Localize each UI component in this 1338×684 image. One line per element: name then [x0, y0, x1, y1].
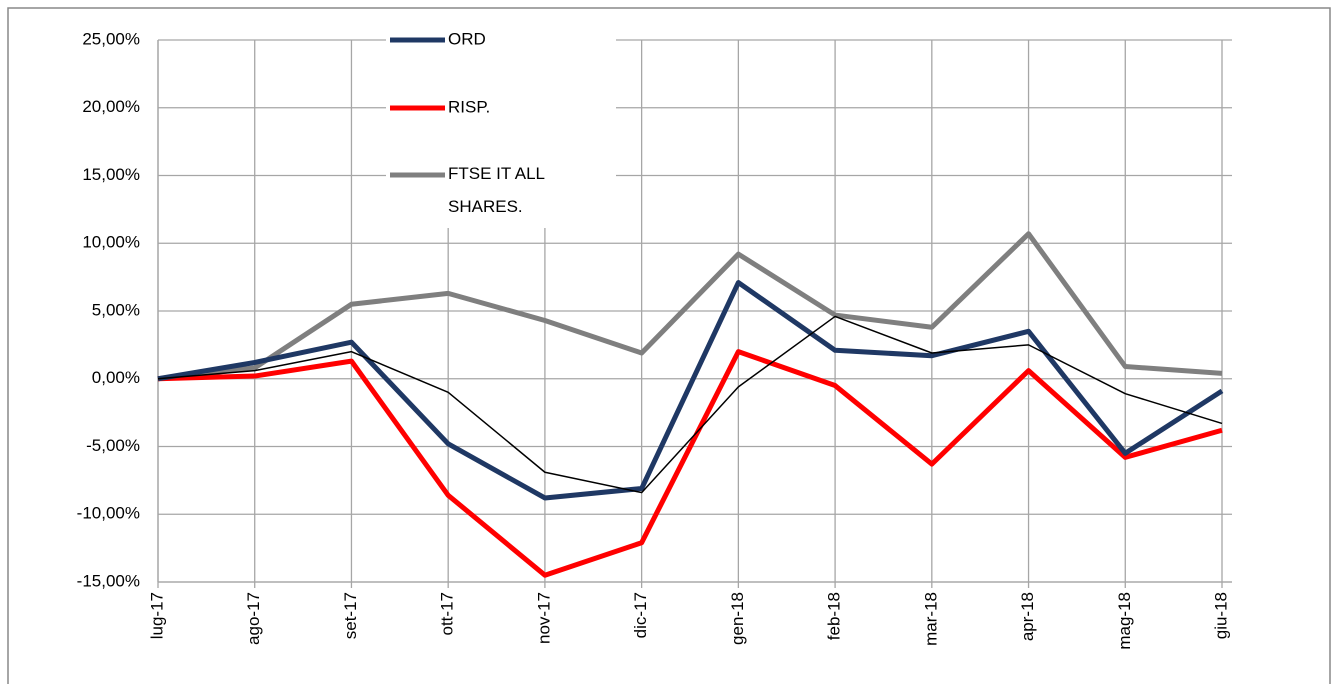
series-line	[157, 315, 1223, 494]
x-tick-label: mag-18	[1115, 592, 1134, 650]
x-tick-label: giu-18	[1211, 592, 1230, 639]
legend-background	[386, 28, 616, 228]
x-tick-label: feb-18	[825, 592, 844, 640]
legend-label: FTSE IT ALL SHARES.	[448, 164, 545, 216]
legend-label: RISP.	[448, 97, 490, 116]
x-tick-label: set-17	[341, 592, 360, 639]
series-line	[157, 280, 1224, 501]
x-tick-label: ott-17	[438, 592, 457, 635]
series-line	[157, 231, 1223, 382]
x-tick-label: dic-17	[631, 592, 650, 638]
y-tick-label: 5,00%	[92, 300, 140, 319]
y-tick-label: 10,00%	[82, 233, 140, 252]
y-tick-label: 15,00%	[82, 165, 140, 184]
y-tick-label: -15,00%	[77, 571, 140, 590]
legend-label: ORD	[448, 29, 486, 48]
series-line	[157, 349, 1223, 578]
y-tick-label: -5,00%	[86, 436, 140, 455]
x-tick-label: ago-17	[244, 592, 263, 645]
y-tick-label: 25,00%	[82, 29, 140, 48]
x-tick-label: apr-18	[1018, 592, 1037, 641]
frame	[7, 7, 1331, 684]
x-tick-label: lug-17	[147, 592, 166, 639]
y-tick-label: -10,00%	[77, 504, 140, 523]
y-tick-label: 0,00%	[92, 368, 140, 387]
y-tick-label: 20,00%	[82, 97, 140, 116]
x-tick-label: nov-17	[534, 592, 553, 644]
x-tick-label: mar-18	[921, 592, 940, 646]
x-tick-label: gen-18	[728, 592, 747, 645]
